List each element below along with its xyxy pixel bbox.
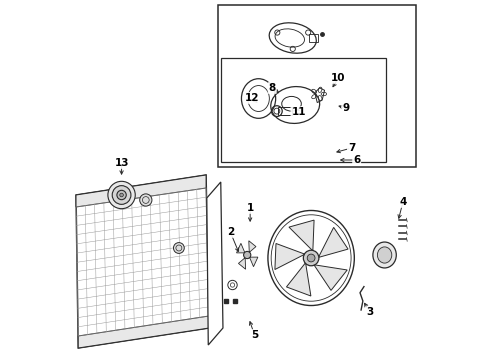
Circle shape bbox=[108, 181, 135, 209]
Polygon shape bbox=[316, 228, 348, 262]
Polygon shape bbox=[289, 220, 317, 255]
Bar bbox=[278, 107, 292, 115]
Polygon shape bbox=[308, 264, 347, 291]
Text: 12: 12 bbox=[245, 93, 260, 103]
Ellipse shape bbox=[271, 215, 351, 301]
Text: 13: 13 bbox=[114, 158, 129, 168]
Polygon shape bbox=[76, 175, 209, 348]
Text: 11: 11 bbox=[292, 107, 306, 117]
Bar bbox=[218, 5, 416, 167]
Text: 1: 1 bbox=[246, 203, 254, 213]
Polygon shape bbox=[248, 241, 256, 255]
Polygon shape bbox=[78, 316, 209, 348]
Text: 10: 10 bbox=[331, 73, 345, 83]
Polygon shape bbox=[247, 256, 258, 267]
Bar bbox=[309, 35, 318, 41]
Ellipse shape bbox=[373, 242, 396, 268]
Text: 3: 3 bbox=[366, 307, 373, 317]
Text: 8: 8 bbox=[269, 83, 276, 93]
Text: 2: 2 bbox=[227, 227, 234, 237]
Text: 9: 9 bbox=[342, 103, 349, 113]
Bar bbox=[221, 58, 386, 162]
Polygon shape bbox=[275, 243, 310, 270]
Circle shape bbox=[303, 250, 319, 266]
Circle shape bbox=[140, 194, 152, 206]
Circle shape bbox=[173, 243, 184, 253]
Circle shape bbox=[112, 186, 131, 204]
Ellipse shape bbox=[268, 211, 354, 306]
Polygon shape bbox=[239, 255, 246, 269]
Text: 5: 5 bbox=[251, 330, 258, 340]
Ellipse shape bbox=[377, 247, 392, 263]
Circle shape bbox=[244, 251, 251, 258]
Text: 7: 7 bbox=[348, 143, 355, 153]
Polygon shape bbox=[287, 257, 311, 296]
Text: 4: 4 bbox=[399, 197, 407, 207]
Circle shape bbox=[120, 193, 123, 197]
Text: 6: 6 bbox=[353, 155, 360, 165]
Polygon shape bbox=[207, 182, 223, 345]
Polygon shape bbox=[237, 243, 247, 254]
Circle shape bbox=[307, 254, 315, 262]
Polygon shape bbox=[76, 175, 206, 207]
Circle shape bbox=[117, 190, 126, 200]
